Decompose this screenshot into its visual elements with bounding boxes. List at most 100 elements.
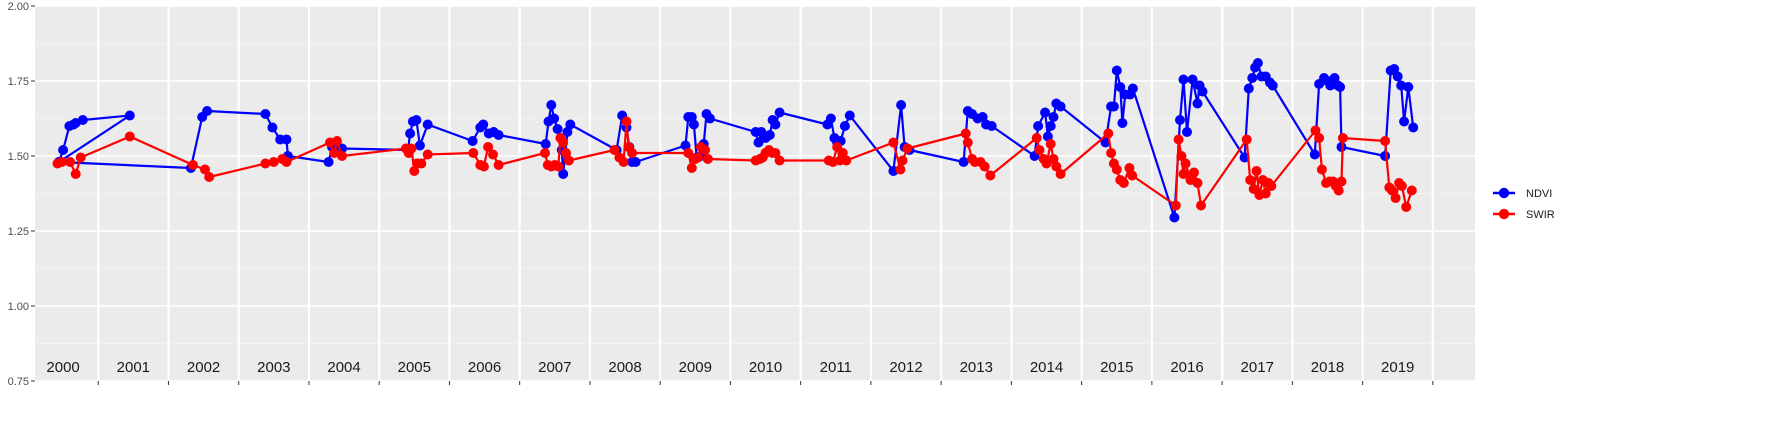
data-point xyxy=(1111,65,1122,76)
series-swir xyxy=(52,116,1417,212)
legend: NDVI SWIR xyxy=(1493,187,1555,221)
data-point xyxy=(1048,112,1059,122)
data-point xyxy=(1392,71,1403,82)
data-point xyxy=(124,110,135,121)
data-point xyxy=(1333,185,1344,196)
data-point xyxy=(1106,148,1117,158)
data-point xyxy=(468,148,479,158)
data-point xyxy=(770,119,781,130)
data-point xyxy=(1336,142,1347,152)
data-point xyxy=(1176,151,1187,161)
data-point xyxy=(409,166,420,176)
data-point xyxy=(686,163,697,173)
year-labels: 2000 2001 2002 2003 2004 2005 2006 2007 2008 2009… xyxy=(46,359,1414,376)
data-point xyxy=(1252,58,1263,68)
data-point xyxy=(1329,73,1340,83)
y-axis: 0.75 1.00 1.25 1.50 1.75 2.00 xyxy=(8,1,35,388)
data-point xyxy=(1187,74,1198,85)
data-point xyxy=(1180,158,1191,169)
data-point xyxy=(58,145,69,155)
data-point xyxy=(260,109,271,119)
data-point xyxy=(1031,133,1042,143)
data-point xyxy=(1055,169,1066,179)
data-point xyxy=(1408,122,1419,133)
data-point xyxy=(1309,149,1320,160)
data-point xyxy=(839,121,850,131)
data-point xyxy=(546,100,557,110)
y-tick-label: 2.00 xyxy=(8,1,29,13)
data-point xyxy=(267,122,278,133)
data-point xyxy=(1390,193,1401,203)
data-point xyxy=(1169,212,1180,223)
data-point xyxy=(1045,121,1056,131)
data-point xyxy=(986,121,997,131)
data-point xyxy=(488,149,498,160)
year-label: 2003 xyxy=(257,359,290,376)
data-point xyxy=(979,161,990,172)
legend-key-point-1 xyxy=(1498,208,1510,220)
year-label: 2018 xyxy=(1311,359,1344,376)
data-point xyxy=(1108,101,1119,112)
data-point xyxy=(686,112,697,122)
year-label: 2009 xyxy=(679,359,712,376)
data-point xyxy=(1396,181,1407,191)
data-point xyxy=(562,127,573,137)
legend-key-point-0 xyxy=(1498,187,1510,199)
data-point xyxy=(1325,80,1336,91)
data-point xyxy=(1127,170,1138,181)
data-point xyxy=(75,152,86,163)
data-point xyxy=(1111,164,1122,175)
data-point xyxy=(411,115,422,125)
data-point xyxy=(552,124,563,134)
data-point xyxy=(895,164,906,175)
data-point xyxy=(693,152,704,163)
data-point xyxy=(124,131,135,142)
data-point xyxy=(478,161,489,172)
data-point xyxy=(1267,80,1278,91)
legend-label-0: NDVI xyxy=(1526,188,1552,200)
year-label: 2011 xyxy=(820,359,852,376)
data-point xyxy=(1175,115,1185,125)
data-point xyxy=(1401,202,1412,212)
data-point xyxy=(1118,178,1129,188)
data-point xyxy=(1196,200,1206,211)
data-point xyxy=(1178,74,1189,85)
data-point xyxy=(897,155,908,166)
data-point xyxy=(770,148,781,158)
data-point xyxy=(493,160,504,170)
y-tick-label: 1.00 xyxy=(8,301,29,313)
data-point xyxy=(77,115,88,125)
data-point xyxy=(985,170,996,181)
data-point xyxy=(1247,73,1258,83)
data-point xyxy=(1406,185,1417,196)
data-point xyxy=(422,149,433,160)
data-point xyxy=(1243,83,1254,94)
data-point xyxy=(1040,107,1051,118)
data-point xyxy=(1178,169,1189,179)
data-point xyxy=(1251,166,1262,176)
data-point xyxy=(1336,176,1347,187)
data-point xyxy=(1192,178,1203,188)
data-point xyxy=(1173,134,1184,145)
data-point xyxy=(902,143,913,154)
data-point xyxy=(621,116,632,127)
data-point xyxy=(1380,136,1391,146)
data-point xyxy=(618,157,629,167)
data-point xyxy=(483,142,494,152)
data-point xyxy=(329,148,340,158)
year-label: 2013 xyxy=(960,359,993,376)
data-point xyxy=(1197,86,1208,97)
data-point xyxy=(561,148,571,158)
data-point xyxy=(844,110,855,121)
data-point xyxy=(1051,161,1062,172)
data-point xyxy=(414,140,425,151)
data-point xyxy=(888,137,899,148)
data-point xyxy=(1266,181,1277,191)
data-point xyxy=(202,106,213,116)
data-point xyxy=(558,137,569,148)
data-point xyxy=(416,158,427,169)
data-point xyxy=(1310,125,1321,136)
data-point xyxy=(958,157,969,167)
data-point xyxy=(540,139,551,149)
